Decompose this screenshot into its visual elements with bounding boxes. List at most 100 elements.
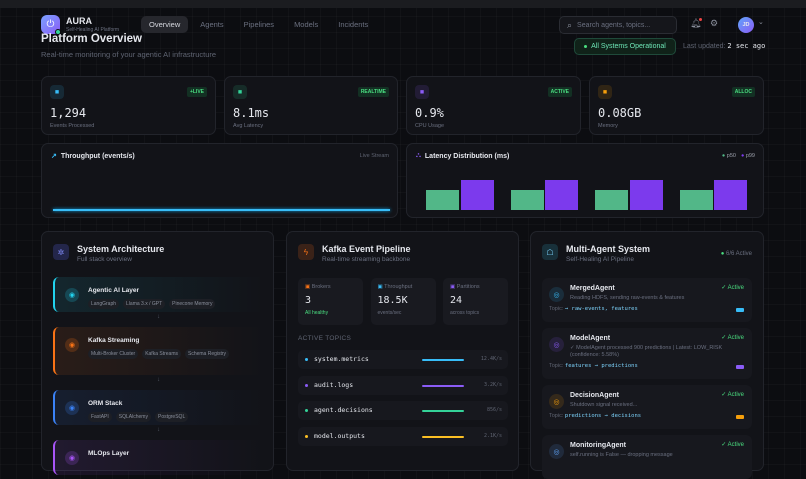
architecture-layer[interactable]: ◉ ORM Stack FastAPI SQLAlchemy PostgreSQL [53,390,265,425]
topic-dot [305,358,308,361]
memory-icon: ■ [598,85,612,99]
architecture-layer[interactable]: ◉ Kafka Streaming Multi-Broker Cluster Ka… [53,327,265,375]
avatar[interactable]: JD [738,17,754,33]
arrow-down-icon: ↓ [157,427,160,433]
topic-rate: 3.2K/s [483,381,502,388]
topic-bar [422,359,464,361]
bell-icon[interactable]: 🔔︎ [690,18,703,28]
stat-badge: +LIVE [186,87,207,97]
nav-overview[interactable]: Overview [141,16,189,33]
topic-row[interactable]: agent.decisions 856/s [298,401,508,420]
robot-icon: ☖ [542,244,558,260]
nav-incidents[interactable]: Incidents [338,20,369,29]
chevron-down-icon[interactable]: ⌄ [758,19,764,26]
stat-value: 0.08GB [598,106,642,120]
topic-name: agent.decisions [314,406,373,414]
stat-badge: ALLOC [731,87,755,97]
topic-dot [305,409,308,412]
bar-p50-3 [595,190,628,210]
layer-name: Agentic AI Layer [88,287,140,294]
layer-name: Kafka Streaming [88,337,140,344]
trend-icon: ↗ [51,153,57,160]
stat-label: Avg Latency [233,123,264,129]
kafka-panel: ϟ Kafka Event Pipeline Real-time streaming… [286,231,519,471]
topic-dot [305,434,308,438]
stat-card: ■ REALTIME 8.1ms Avg Latency [224,76,398,135]
topic-row[interactable]: model.outputs 2.1K/s [298,426,508,446]
kafka-stat: ▣ Partitions 24 across topics [443,278,508,325]
agent-description: Shutdown signal received... [570,402,638,408]
agent-description: ✓ ModelAgent processed 900 predictions |… [570,345,723,358]
legend: ● p50 ● p99 [722,153,755,159]
agent-topic: Topic: predictions → decisions [549,413,642,419]
tech-chip: LangGraph [88,299,120,309]
architecture-layer[interactable]: ◉ MLOps Layer [53,440,265,475]
tech-chip: Pinecone Memory [169,299,216,309]
topic-rate: 856/s [486,407,502,413]
kafka-stat-note: All healthy [305,310,329,316]
last-updated-value: 2 sec ago [727,42,766,50]
panel-title: Kafka Event Pipeline [322,244,411,254]
search-placeholder: Search agents, topics... [577,21,651,29]
kafka-stat-note: across topics [450,310,480,316]
agent-card[interactable]: ◎ MergedAgent ✓ Active Reading HDFS, sen… [542,278,752,322]
agent-description: Reading HDFS, sending raw-events & featu… [570,295,685,301]
bar-p50-1 [426,190,459,210]
browser-bar [0,0,806,8]
stat-value: 1,294 [50,106,87,120]
stat-badge: REALTIME [357,87,389,97]
tech-chip: PostgreSQL [154,412,189,422]
gear-icon[interactable]: ⚙ [710,18,719,28]
agent-description: self.running is False — dropping message [570,452,673,458]
agent-card[interactable]: ◎ DecisionAgent ✓ Active Shutdown signal… [542,385,752,429]
nav-models[interactable]: Models [294,20,319,29]
panel-subtitle: Real-time streaming backbone [322,256,411,263]
throughput-line [53,209,390,211]
architecture-panel: ✲ System Architecture Full stack overview … [41,231,274,475]
stat-value: 8.1ms [233,106,270,120]
agent-name: ModelAgent [570,335,611,342]
agent-status: ✓ Active [721,285,744,291]
agent-card[interactable]: ◎ ModelAgent ✓ Active ✓ ModelAgent proce… [542,328,752,379]
agent-card[interactable]: ◎ MonitoringAgent ✓ Active self.running … [542,435,752,479]
topic-row[interactable]: audit.logs 3.2K/s [298,375,508,395]
page-title: Platform Overview [41,33,142,45]
agents-panel: ☖ Multi-Agent System Self-Healing AI Pipel… [530,231,764,479]
topic-name: model.outputs [314,431,365,440]
agent-name: DecisionAgent [570,392,620,399]
panel-title: System Architecture [77,244,165,254]
architecture-layer[interactable]: ◉ Agentic AI Layer LangGraph Llama 3.x / … [53,277,265,312]
stat-label: Memory [598,123,618,129]
latency-chart: ⛬ Latency Distribution (ms) ● p50 ● p99 [406,143,764,218]
kafka-stat-value: 24 [450,295,463,306]
legend-p99: ● p99 [740,153,755,159]
search-input[interactable]: ⌕ Search agents, topics... [559,16,677,34]
topic-row[interactable]: system.metrics 12.4K/s [298,350,508,369]
panel-title: Multi-Agent System [566,244,651,254]
layer-name: ORM Stack [88,400,123,407]
tech-chip: Multi-Broker Cluster [88,349,139,359]
status-badge: All Systems Operational [574,38,676,55]
search-icon: ⌕ [567,19,573,30]
nav-pipelines[interactable]: Pipelines [243,20,275,29]
tech-chip: Llama 3.x / GPT [123,299,166,309]
status-text: All Systems Operational [591,43,666,50]
topics-label: ACTIVE TOPICS [298,335,352,342]
arrow-down-icon: ↓ [157,377,160,383]
lightning-icon: ϟ [298,244,314,260]
agent-count: ● 6/6 Active [720,251,752,257]
agent-topic: Topic: features → predictions [549,363,638,369]
activity-bars-icon [736,308,744,312]
network-icon: ✲ [53,244,69,260]
bar-p99-1 [460,180,494,210]
nav-agents[interactable]: Agents [200,20,224,29]
kafka-stat-label: Brokers [311,284,331,290]
last-updated-label: Last updated: [683,43,726,50]
kafka-stat: ▣ Throughput 18.5K events/sec [370,278,436,325]
bar-p99-3 [629,180,663,210]
main-nav: Overview Agents Pipelines Models Inciden… [141,16,376,33]
activity-bars-icon [736,365,744,369]
gauge-icon: ■ [233,85,247,99]
last-updated: Last updated: 2 sec ago [683,42,765,50]
agent-icon: ◎ [549,287,564,302]
